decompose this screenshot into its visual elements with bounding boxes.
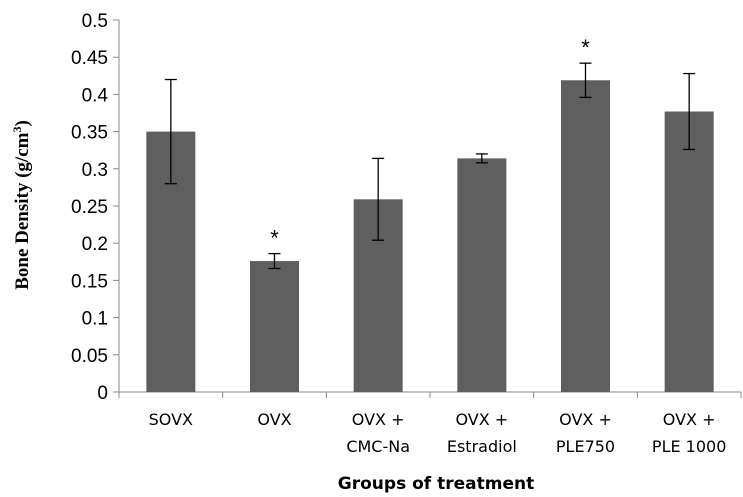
x-category-label: Estradiol <box>447 437 517 456</box>
significance-marker: * <box>270 226 279 251</box>
y-tick-label: 0.15 <box>71 271 108 292</box>
plot-area: 0 0.05 0.1 0.15 0.2 0.25 0.3 0.35 0.4 0.45 0.5 SOVX… <box>71 11 742 456</box>
y-tick-label: 0.1 <box>82 309 108 330</box>
x-category-label: OVX + <box>663 410 716 429</box>
x-category-label: OVX + <box>455 410 508 429</box>
bar <box>561 80 610 392</box>
x-category-label: PLE750 <box>556 437 615 456</box>
y-tick-label: 0.4 <box>82 85 109 106</box>
y-tick-label: 0.25 <box>71 197 108 218</box>
y-axis-label-main: Bone Density (g/cm <box>12 132 33 289</box>
y-tick-label: 0.05 <box>71 346 108 367</box>
y-axis-label-superscript: 3 <box>10 127 24 133</box>
y-tick-label: 0 <box>97 383 108 404</box>
y-tick-label: 0.3 <box>82 160 108 181</box>
x-axis-label: Groups of treatment <box>338 474 534 494</box>
bar <box>664 111 714 393</box>
y-tick-label: 0.35 <box>71 123 108 144</box>
x-category-label: OVX + <box>352 410 405 429</box>
x-category-label: CMC-Na <box>346 437 410 456</box>
x-category-label: OVX <box>257 410 291 429</box>
y-axis-label-end: ) <box>12 120 33 126</box>
bar <box>457 158 507 392</box>
y-tick-label: 0.2 <box>82 234 108 255</box>
y-tick-label: 0.45 <box>71 48 108 69</box>
y-tick-label: 0.5 <box>82 11 108 32</box>
x-category-label: PLE 1000 <box>652 437 726 456</box>
y-axis-label: Bone Density (g/cm3) <box>10 120 33 290</box>
x-category-label: SOVX <box>149 410 193 429</box>
x-category-label: OVX + <box>559 410 612 429</box>
bar <box>250 261 299 392</box>
significance-marker: * <box>581 35 590 60</box>
